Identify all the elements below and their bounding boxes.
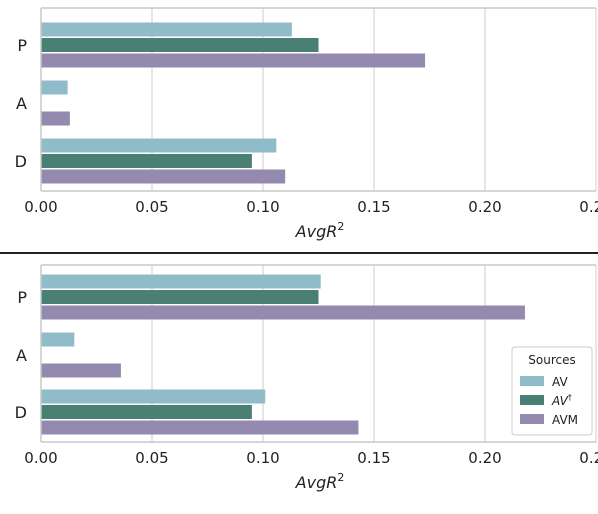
top-x-axis-label: AvgR2 xyxy=(295,220,345,241)
bottom-x-tick-label: 0.20 xyxy=(468,449,501,467)
bottom-bar-p-series-1 xyxy=(41,290,319,304)
legend-swatch-2 xyxy=(520,414,544,424)
bottom-category-label-d: D xyxy=(15,403,27,422)
legend-entry-0: AV xyxy=(552,375,568,389)
bottom-bar-p-series-2 xyxy=(41,305,525,320)
legend-entry-2: AVM xyxy=(552,413,578,427)
bottom-bar-d-series-0 xyxy=(41,389,266,404)
bottom-bar-p-series-0 xyxy=(41,274,321,289)
top-x-tick-label: 0.25 xyxy=(579,198,598,216)
top-bar-a-series-0 xyxy=(41,80,68,95)
top-bar-d-series-0 xyxy=(41,138,277,153)
bottom-category-label-p: P xyxy=(17,288,27,307)
legend-box xyxy=(511,346,593,436)
top-bar-p-series-2 xyxy=(41,53,426,68)
top-x-tick-label: 0.05 xyxy=(135,198,168,216)
chart-bottom-panel: P A D 0.00 0.05 0.10 0.15 0.20 0.25 AvgR2 Sources A… xyxy=(15,264,598,492)
bottom-x-tick-label: 0.10 xyxy=(246,449,279,467)
bottom-x-tick-label: 0.05 xyxy=(135,449,168,467)
legend-swatch-1 xyxy=(520,395,544,405)
top-x-tick-label: 0.00 xyxy=(24,198,57,216)
top-bar-a-series-2 xyxy=(41,111,70,126)
top-bar-d-series-1 xyxy=(41,154,252,168)
top-bar-p-series-1 xyxy=(41,38,319,52)
chart-top-panel: P A D 0.00 0.05 0.10 0.15 0.20 0.25 AvgR2 xyxy=(15,7,598,241)
top-bar-d-series-2 xyxy=(41,169,286,184)
top-x-tick-label: 0.15 xyxy=(357,198,390,216)
top-category-label-p: P xyxy=(17,36,27,55)
bottom-x-axis-label: AvgR2 xyxy=(295,471,345,492)
top-bar-p-series-0 xyxy=(41,22,292,37)
bottom-bar-d-series-2 xyxy=(41,420,359,435)
bottom-x-tick-label: 0.25 xyxy=(579,449,598,467)
bottom-bar-a-series-2 xyxy=(41,363,121,378)
bottom-x-tick-label: 0.00 xyxy=(24,449,57,467)
top-x-tick-label: 0.20 xyxy=(468,198,501,216)
legend-title: Sources xyxy=(528,353,575,367)
bottom-bar-d-series-1 xyxy=(41,405,252,419)
bottom-category-label-a: A xyxy=(16,346,27,365)
legend-swatch-0 xyxy=(520,376,544,386)
top-x-tick-label: 0.10 xyxy=(246,198,279,216)
bottom-bar-a-series-0 xyxy=(41,332,75,347)
bottom-x-tick-label: 0.15 xyxy=(357,449,390,467)
top-category-label-a: A xyxy=(16,94,27,113)
top-category-label-d: D xyxy=(15,152,27,171)
legend-entry-1: AV† xyxy=(551,393,572,408)
